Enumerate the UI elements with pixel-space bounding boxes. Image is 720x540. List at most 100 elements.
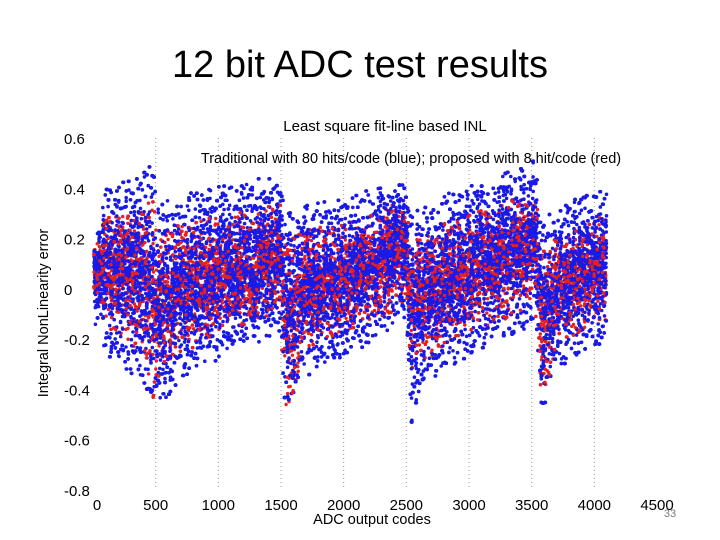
data-point-red — [296, 361, 300, 365]
data-point-blue — [136, 367, 141, 372]
data-point-blue — [134, 349, 138, 353]
data-point-red — [132, 218, 136, 223]
data-point-blue — [117, 220, 121, 224]
data-point-blue — [117, 289, 121, 293]
data-point-red — [107, 215, 111, 220]
data-point-red — [156, 288, 160, 292]
data-point-red — [135, 330, 139, 335]
data-point-red — [213, 238, 218, 242]
data-point-blue — [121, 308, 125, 313]
data-point-red — [481, 236, 486, 240]
data-point-blue — [99, 312, 103, 317]
data-point-blue — [134, 177, 139, 181]
data-point-red — [152, 380, 156, 384]
data-point-red — [554, 267, 558, 272]
data-point-red — [485, 297, 490, 301]
data-point-red — [311, 343, 315, 347]
data-point-blue — [135, 250, 139, 254]
data-point-blue — [116, 350, 121, 354]
data-point-blue — [113, 346, 118, 350]
data-point-red — [505, 315, 509, 320]
data-point-blue — [136, 235, 141, 239]
data-point-blue — [120, 327, 125, 331]
data-point-blue — [99, 295, 103, 299]
data-point-blue — [121, 286, 125, 291]
data-point-blue — [113, 261, 118, 265]
data-point-red — [117, 216, 121, 220]
data-point-red — [178, 349, 182, 353]
data-point-blue — [131, 191, 135, 196]
data-point-red — [173, 345, 177, 349]
data-point-blue — [136, 231, 141, 235]
data-point-blue — [127, 259, 131, 264]
data-point-blue — [135, 278, 139, 283]
data-point-red — [596, 299, 600, 303]
data-point-blue — [113, 234, 117, 238]
data-point-blue — [124, 204, 128, 209]
data-point-blue — [109, 302, 113, 307]
data-point-blue — [130, 371, 134, 376]
data-point-blue — [124, 291, 128, 296]
data-point-red — [430, 348, 434, 352]
data-point-blue — [115, 214, 119, 218]
data-point-red — [147, 215, 151, 220]
data-point-blue — [92, 260, 96, 265]
data-point-blue — [117, 354, 121, 359]
data-point-blue — [107, 198, 111, 202]
data-point-blue — [115, 205, 119, 209]
data-point-red — [133, 341, 138, 345]
data-point-red — [194, 220, 198, 225]
data-point-blue — [113, 337, 117, 341]
data-point-red — [534, 314, 538, 319]
data-point-red — [296, 351, 300, 355]
data-point-red — [394, 286, 398, 290]
data-point-blue — [93, 322, 98, 327]
data-point-red — [151, 200, 155, 204]
data-point-red — [126, 337, 130, 341]
data-point-blue — [132, 213, 137, 217]
data-point-red — [388, 310, 393, 315]
data-point-blue — [113, 198, 117, 202]
data-point-red — [476, 311, 480, 315]
data-point-blue — [135, 358, 139, 362]
data-point-blue — [104, 331, 109, 335]
data-point-blue — [110, 312, 115, 317]
data-point-red — [208, 243, 212, 247]
data-point-red — [126, 326, 130, 331]
data-point-blue — [134, 285, 139, 289]
data-point-red — [153, 210, 157, 214]
data-point-red — [571, 322, 576, 327]
data-point-red — [463, 323, 467, 327]
data-point-red — [213, 223, 217, 227]
data-point-blue — [103, 193, 108, 197]
data-point-red — [557, 331, 561, 336]
data-point-blue — [103, 305, 108, 310]
data-point-blue — [134, 327, 139, 332]
data-point-red — [141, 227, 146, 231]
data-point-red — [374, 230, 379, 234]
data-point-blue — [126, 357, 130, 361]
data-point-blue — [117, 185, 121, 190]
data-point-blue — [109, 350, 113, 354]
data-point-blue — [103, 343, 108, 347]
data-point-blue — [129, 337, 134, 342]
data-point-blue — [124, 195, 128, 200]
data-point-red — [109, 269, 114, 273]
data-point-blue — [96, 316, 100, 320]
data-point-blue — [111, 211, 116, 216]
data-point-blue — [132, 317, 136, 321]
data-point-blue — [108, 336, 112, 340]
data-point-blue — [109, 228, 114, 232]
data-point-blue — [128, 198, 133, 202]
data-point-red — [549, 360, 553, 364]
data-point-red — [394, 293, 398, 297]
data-point-blue — [110, 243, 114, 247]
data-point-blue — [104, 187, 109, 192]
data-point-red — [546, 265, 550, 269]
data-point-blue — [108, 246, 112, 251]
data-point-blue — [131, 243, 135, 247]
data-point-red — [417, 343, 421, 347]
data-point-blue — [132, 248, 136, 253]
data-point-red — [436, 343, 440, 347]
data-point-blue — [101, 205, 105, 210]
